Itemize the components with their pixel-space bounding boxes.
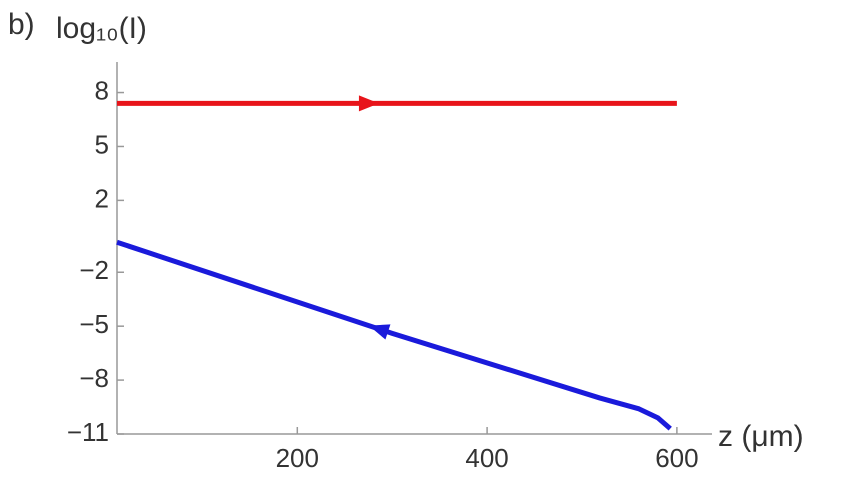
y-tick-label: −2 <box>79 255 109 285</box>
y-tick-label: −8 <box>79 363 109 393</box>
y-tick-label: −5 <box>79 309 109 339</box>
line-series <box>116 239 672 431</box>
y-axis-label: log₁₀(I) <box>56 12 147 45</box>
x-tick-label: 600 <box>655 443 698 473</box>
x-axis-label: z (μm) <box>718 420 804 453</box>
x-tick-label: 200 <box>276 443 319 473</box>
x-tick-label: 400 <box>465 443 508 473</box>
direction-arrow <box>368 324 391 340</box>
direction-arrow <box>358 95 379 112</box>
y-tick-label: 5 <box>95 129 109 159</box>
y-tick-label: −11 <box>67 417 109 447</box>
y-tick-label: 2 <box>95 183 109 213</box>
y-tick-label: 8 <box>95 75 109 105</box>
panel-label: b) <box>8 8 35 41</box>
